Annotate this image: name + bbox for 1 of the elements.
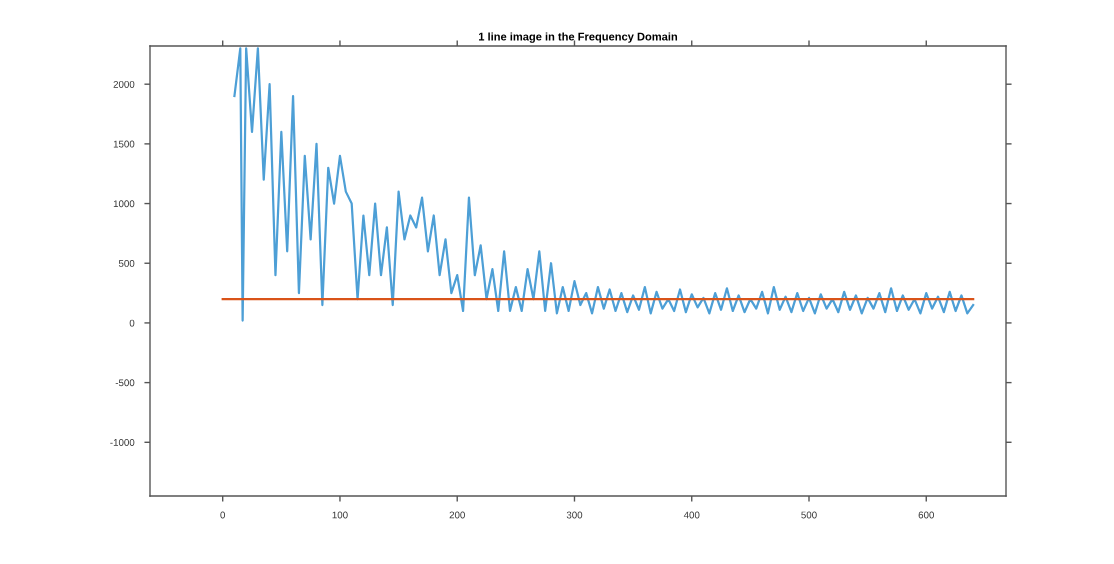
line-series <box>233 47 975 322</box>
